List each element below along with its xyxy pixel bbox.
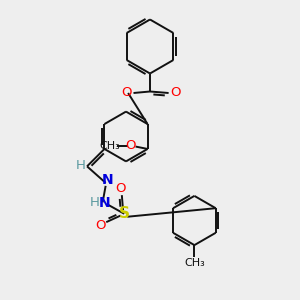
Text: O: O xyxy=(115,182,126,195)
Text: N: N xyxy=(101,173,113,188)
Text: H: H xyxy=(76,159,85,172)
Text: N: N xyxy=(99,196,111,210)
Text: S: S xyxy=(119,206,130,221)
Text: O: O xyxy=(170,86,181,100)
Text: CH₃: CH₃ xyxy=(184,257,205,268)
Text: O: O xyxy=(122,86,132,100)
Text: O: O xyxy=(125,140,135,152)
Text: H: H xyxy=(90,196,100,209)
Text: O: O xyxy=(95,219,106,232)
Text: CH₃: CH₃ xyxy=(99,141,120,151)
